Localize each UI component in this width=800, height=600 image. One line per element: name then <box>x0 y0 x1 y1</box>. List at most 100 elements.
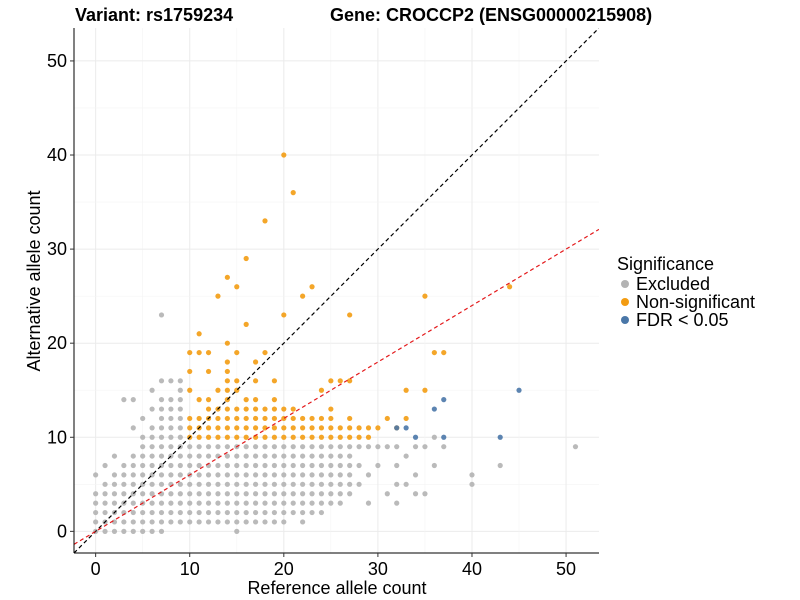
x-tick-label: 30 <box>368 559 388 579</box>
point-non-significant <box>328 425 334 431</box>
point-excluded <box>337 491 343 497</box>
point-non-significant <box>234 378 240 384</box>
point-excluded <box>271 509 278 516</box>
point-excluded <box>224 453 230 459</box>
point-non-significant <box>281 434 287 440</box>
point-excluded <box>300 519 306 525</box>
point-excluded <box>93 509 99 516</box>
point-excluded <box>290 509 296 516</box>
point-excluded <box>243 481 249 487</box>
point-non-significant <box>441 349 447 356</box>
point-excluded <box>196 453 202 459</box>
point-non-significant <box>281 415 287 422</box>
point-excluded <box>168 378 174 384</box>
point-excluded <box>158 509 165 516</box>
point-non-significant <box>281 152 287 158</box>
point-excluded <box>271 472 278 478</box>
point-excluded <box>337 472 343 478</box>
point-excluded <box>337 453 343 459</box>
point-excluded <box>290 481 296 487</box>
point-excluded <box>177 519 183 525</box>
point-excluded <box>243 491 249 497</box>
point-non-significant <box>196 434 202 440</box>
legend-label-excluded: Excluded <box>636 274 710 294</box>
point-excluded <box>187 500 193 506</box>
point-non-significant <box>262 349 268 356</box>
point-excluded <box>309 481 315 487</box>
point-excluded <box>168 444 174 450</box>
point-excluded <box>347 481 353 487</box>
point-fdr-0-05 <box>441 434 447 440</box>
point-excluded <box>394 481 400 487</box>
point-excluded <box>318 500 325 506</box>
point-excluded <box>168 500 174 506</box>
point-excluded <box>281 444 287 450</box>
point-excluded <box>111 500 118 506</box>
point-non-significant <box>347 415 353 422</box>
point-excluded <box>243 444 249 450</box>
point-excluded <box>271 500 278 506</box>
point-excluded <box>130 453 136 459</box>
point-excluded <box>394 500 400 506</box>
point-non-significant <box>403 387 409 393</box>
point-excluded <box>149 491 155 497</box>
point-excluded <box>158 425 165 431</box>
point-excluded <box>149 500 155 506</box>
legend-key-fdr-0-05 <box>621 316 629 324</box>
point-non-significant <box>243 406 249 412</box>
point-excluded <box>318 481 325 487</box>
point-fdr-0-05 <box>403 425 409 431</box>
point-excluded <box>365 472 372 478</box>
legend: Significance ExcludedNon-significantFDR … <box>617 254 755 330</box>
point-excluded <box>140 434 146 440</box>
point-excluded <box>121 397 127 403</box>
point-non-significant <box>281 312 287 318</box>
point-excluded <box>196 472 202 478</box>
point-excluded <box>243 500 249 506</box>
point-non-significant <box>224 406 230 412</box>
point-excluded <box>111 472 118 478</box>
point-excluded <box>205 481 212 487</box>
point-excluded <box>140 462 146 469</box>
point-excluded <box>262 462 268 469</box>
point-excluded <box>121 519 127 525</box>
point-excluded <box>224 444 230 450</box>
point-excluded <box>111 528 118 534</box>
point-excluded <box>318 472 325 478</box>
point-excluded <box>309 500 315 506</box>
x-tick-label: 0 <box>91 559 101 579</box>
point-excluded <box>262 519 268 525</box>
legend-key-non-significant <box>621 298 629 306</box>
point-non-significant <box>215 415 221 422</box>
point-non-significant <box>281 406 287 412</box>
point-excluded <box>121 481 127 487</box>
point-non-significant <box>224 415 230 422</box>
point-non-significant <box>309 415 315 422</box>
point-excluded <box>252 462 259 469</box>
point-excluded <box>102 500 108 506</box>
reference-lines <box>74 28 599 553</box>
point-excluded <box>281 472 287 478</box>
point-excluded <box>158 519 165 525</box>
point-excluded <box>224 481 230 487</box>
point-excluded <box>205 519 212 525</box>
point-non-significant <box>224 387 230 393</box>
point-non-significant <box>403 415 409 422</box>
point-excluded <box>252 472 259 478</box>
point-excluded <box>111 519 118 525</box>
point-non-significant <box>375 425 381 431</box>
point-non-significant <box>318 387 325 393</box>
point-non-significant <box>262 218 268 224</box>
point-excluded <box>130 425 136 431</box>
point-excluded <box>111 453 118 459</box>
point-excluded <box>252 519 259 525</box>
point-non-significant <box>262 406 268 412</box>
point-non-significant <box>234 406 240 412</box>
point-non-significant <box>318 425 325 431</box>
point-excluded <box>300 509 306 516</box>
point-excluded <box>347 491 353 497</box>
point-excluded <box>375 462 381 469</box>
point-excluded <box>234 491 240 497</box>
point-excluded <box>140 528 146 534</box>
point-excluded <box>300 481 306 487</box>
